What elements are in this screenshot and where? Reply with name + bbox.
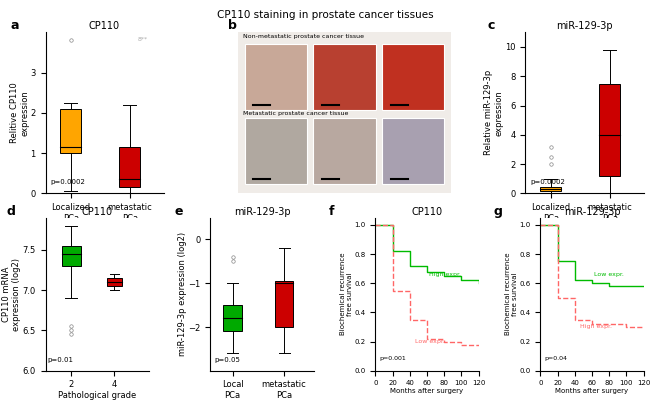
FancyBboxPatch shape xyxy=(599,83,620,176)
FancyBboxPatch shape xyxy=(313,44,376,110)
Title: miR-129-3p: miR-129-3p xyxy=(556,21,613,31)
Text: p=0.0002: p=0.0002 xyxy=(50,179,85,185)
FancyBboxPatch shape xyxy=(60,109,81,153)
Y-axis label: Biochemical recurrence
free survival: Biochemical recurrence free survival xyxy=(505,253,518,335)
Text: b: b xyxy=(227,19,237,32)
Title: CP110: CP110 xyxy=(411,207,443,217)
Text: e: e xyxy=(174,206,183,218)
Title: CP110: CP110 xyxy=(89,21,120,31)
Text: d: d xyxy=(6,206,15,218)
X-axis label: Months after surgery: Months after surgery xyxy=(391,388,463,394)
Text: p=0.0002: p=0.0002 xyxy=(530,179,565,185)
Text: CP110 staining in prostate cancer tissues: CP110 staining in prostate cancer tissue… xyxy=(216,10,434,20)
FancyBboxPatch shape xyxy=(313,118,376,184)
Text: High expr.: High expr. xyxy=(429,272,461,277)
FancyBboxPatch shape xyxy=(382,118,445,184)
Text: a: a xyxy=(10,19,19,32)
Text: c: c xyxy=(488,19,495,32)
Y-axis label: Relative miR-129-3p
expression: Relative miR-129-3p expression xyxy=(484,70,504,156)
FancyBboxPatch shape xyxy=(224,305,242,331)
Title: miR-129-3p: miR-129-3p xyxy=(564,207,620,217)
X-axis label: Months after surgery: Months after surgery xyxy=(555,388,629,394)
Text: 8**: 8** xyxy=(137,37,148,42)
FancyBboxPatch shape xyxy=(275,281,293,327)
Text: Low expr.: Low expr. xyxy=(594,272,624,277)
Title: CP110: CP110 xyxy=(81,207,112,217)
FancyBboxPatch shape xyxy=(244,44,307,110)
Text: g: g xyxy=(494,206,503,218)
FancyBboxPatch shape xyxy=(62,246,81,266)
Text: p=0.001: p=0.001 xyxy=(380,356,406,361)
FancyBboxPatch shape xyxy=(540,187,562,191)
X-axis label: Pathological grade: Pathological grade xyxy=(58,391,136,400)
Y-axis label: CP110 mRNA
expression (log2): CP110 mRNA expression (log2) xyxy=(2,258,21,331)
Text: Non-metastatic prostate cancer tissue: Non-metastatic prostate cancer tissue xyxy=(242,34,363,39)
Text: p=0.01: p=0.01 xyxy=(47,357,73,363)
FancyBboxPatch shape xyxy=(244,118,307,184)
Y-axis label: Relitive CP110
expression: Relitive CP110 expression xyxy=(10,83,29,143)
FancyBboxPatch shape xyxy=(119,147,140,187)
Y-axis label: miR-129-3p expression (log2): miR-129-3p expression (log2) xyxy=(178,232,187,356)
Text: Metastatic prostate cancer tissue: Metastatic prostate cancer tissue xyxy=(242,111,348,116)
Text: p=0.05: p=0.05 xyxy=(214,357,240,363)
Y-axis label: Biochemical recurrence
free survival: Biochemical recurrence free survival xyxy=(340,253,353,335)
FancyBboxPatch shape xyxy=(107,278,122,286)
Title: miR-129-3p: miR-129-3p xyxy=(234,207,291,217)
FancyBboxPatch shape xyxy=(382,44,445,110)
Text: Low expr.: Low expr. xyxy=(415,339,445,344)
Text: High expr.: High expr. xyxy=(580,324,612,329)
Text: f: f xyxy=(329,206,335,218)
Text: p=0.04: p=0.04 xyxy=(545,356,567,361)
